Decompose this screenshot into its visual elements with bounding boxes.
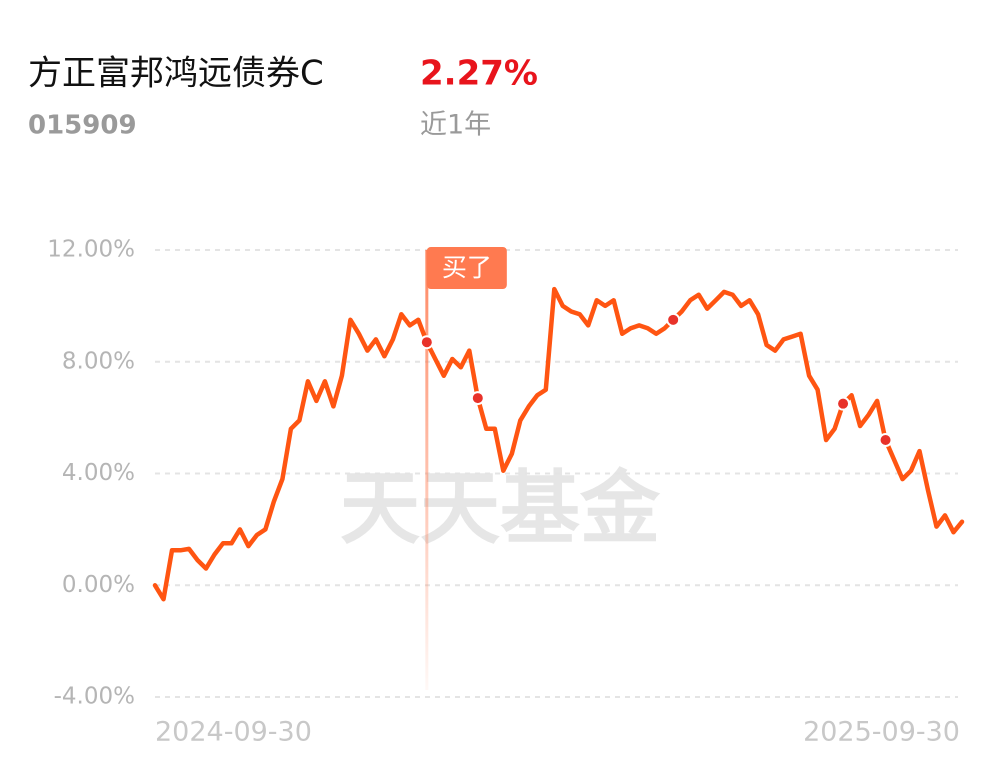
trade-dot bbox=[836, 396, 851, 411]
x-tick-label: 2025-09-30 bbox=[803, 717, 960, 748]
buy-label: 买了 bbox=[442, 253, 492, 282]
fund-return: 2.27% bbox=[420, 54, 538, 94]
y-tick-label: 12.00% bbox=[47, 237, 135, 263]
fund-code: 015909 bbox=[28, 111, 137, 141]
fund-title: 方正富邦鸿远债券C bbox=[28, 54, 324, 94]
y-tick-label: 0.00% bbox=[62, 572, 135, 598]
y-tick-label: 4.00% bbox=[62, 460, 135, 486]
trade-dot bbox=[666, 312, 681, 327]
period-label: 近1年 bbox=[420, 110, 491, 141]
x-tick-label: 2024-09-30 bbox=[155, 717, 312, 748]
trade-dot bbox=[878, 432, 893, 447]
y-tick-label: 8.00% bbox=[62, 348, 135, 374]
watermark: 天天基金 bbox=[340, 461, 661, 555]
y-tick-label: -4.00% bbox=[54, 684, 135, 710]
trade-dot bbox=[470, 391, 485, 406]
buy-badge bbox=[426, 247, 507, 289]
series-line bbox=[152, 286, 965, 602]
buy-line bbox=[425, 250, 429, 690]
trade-dot bbox=[419, 335, 434, 350]
